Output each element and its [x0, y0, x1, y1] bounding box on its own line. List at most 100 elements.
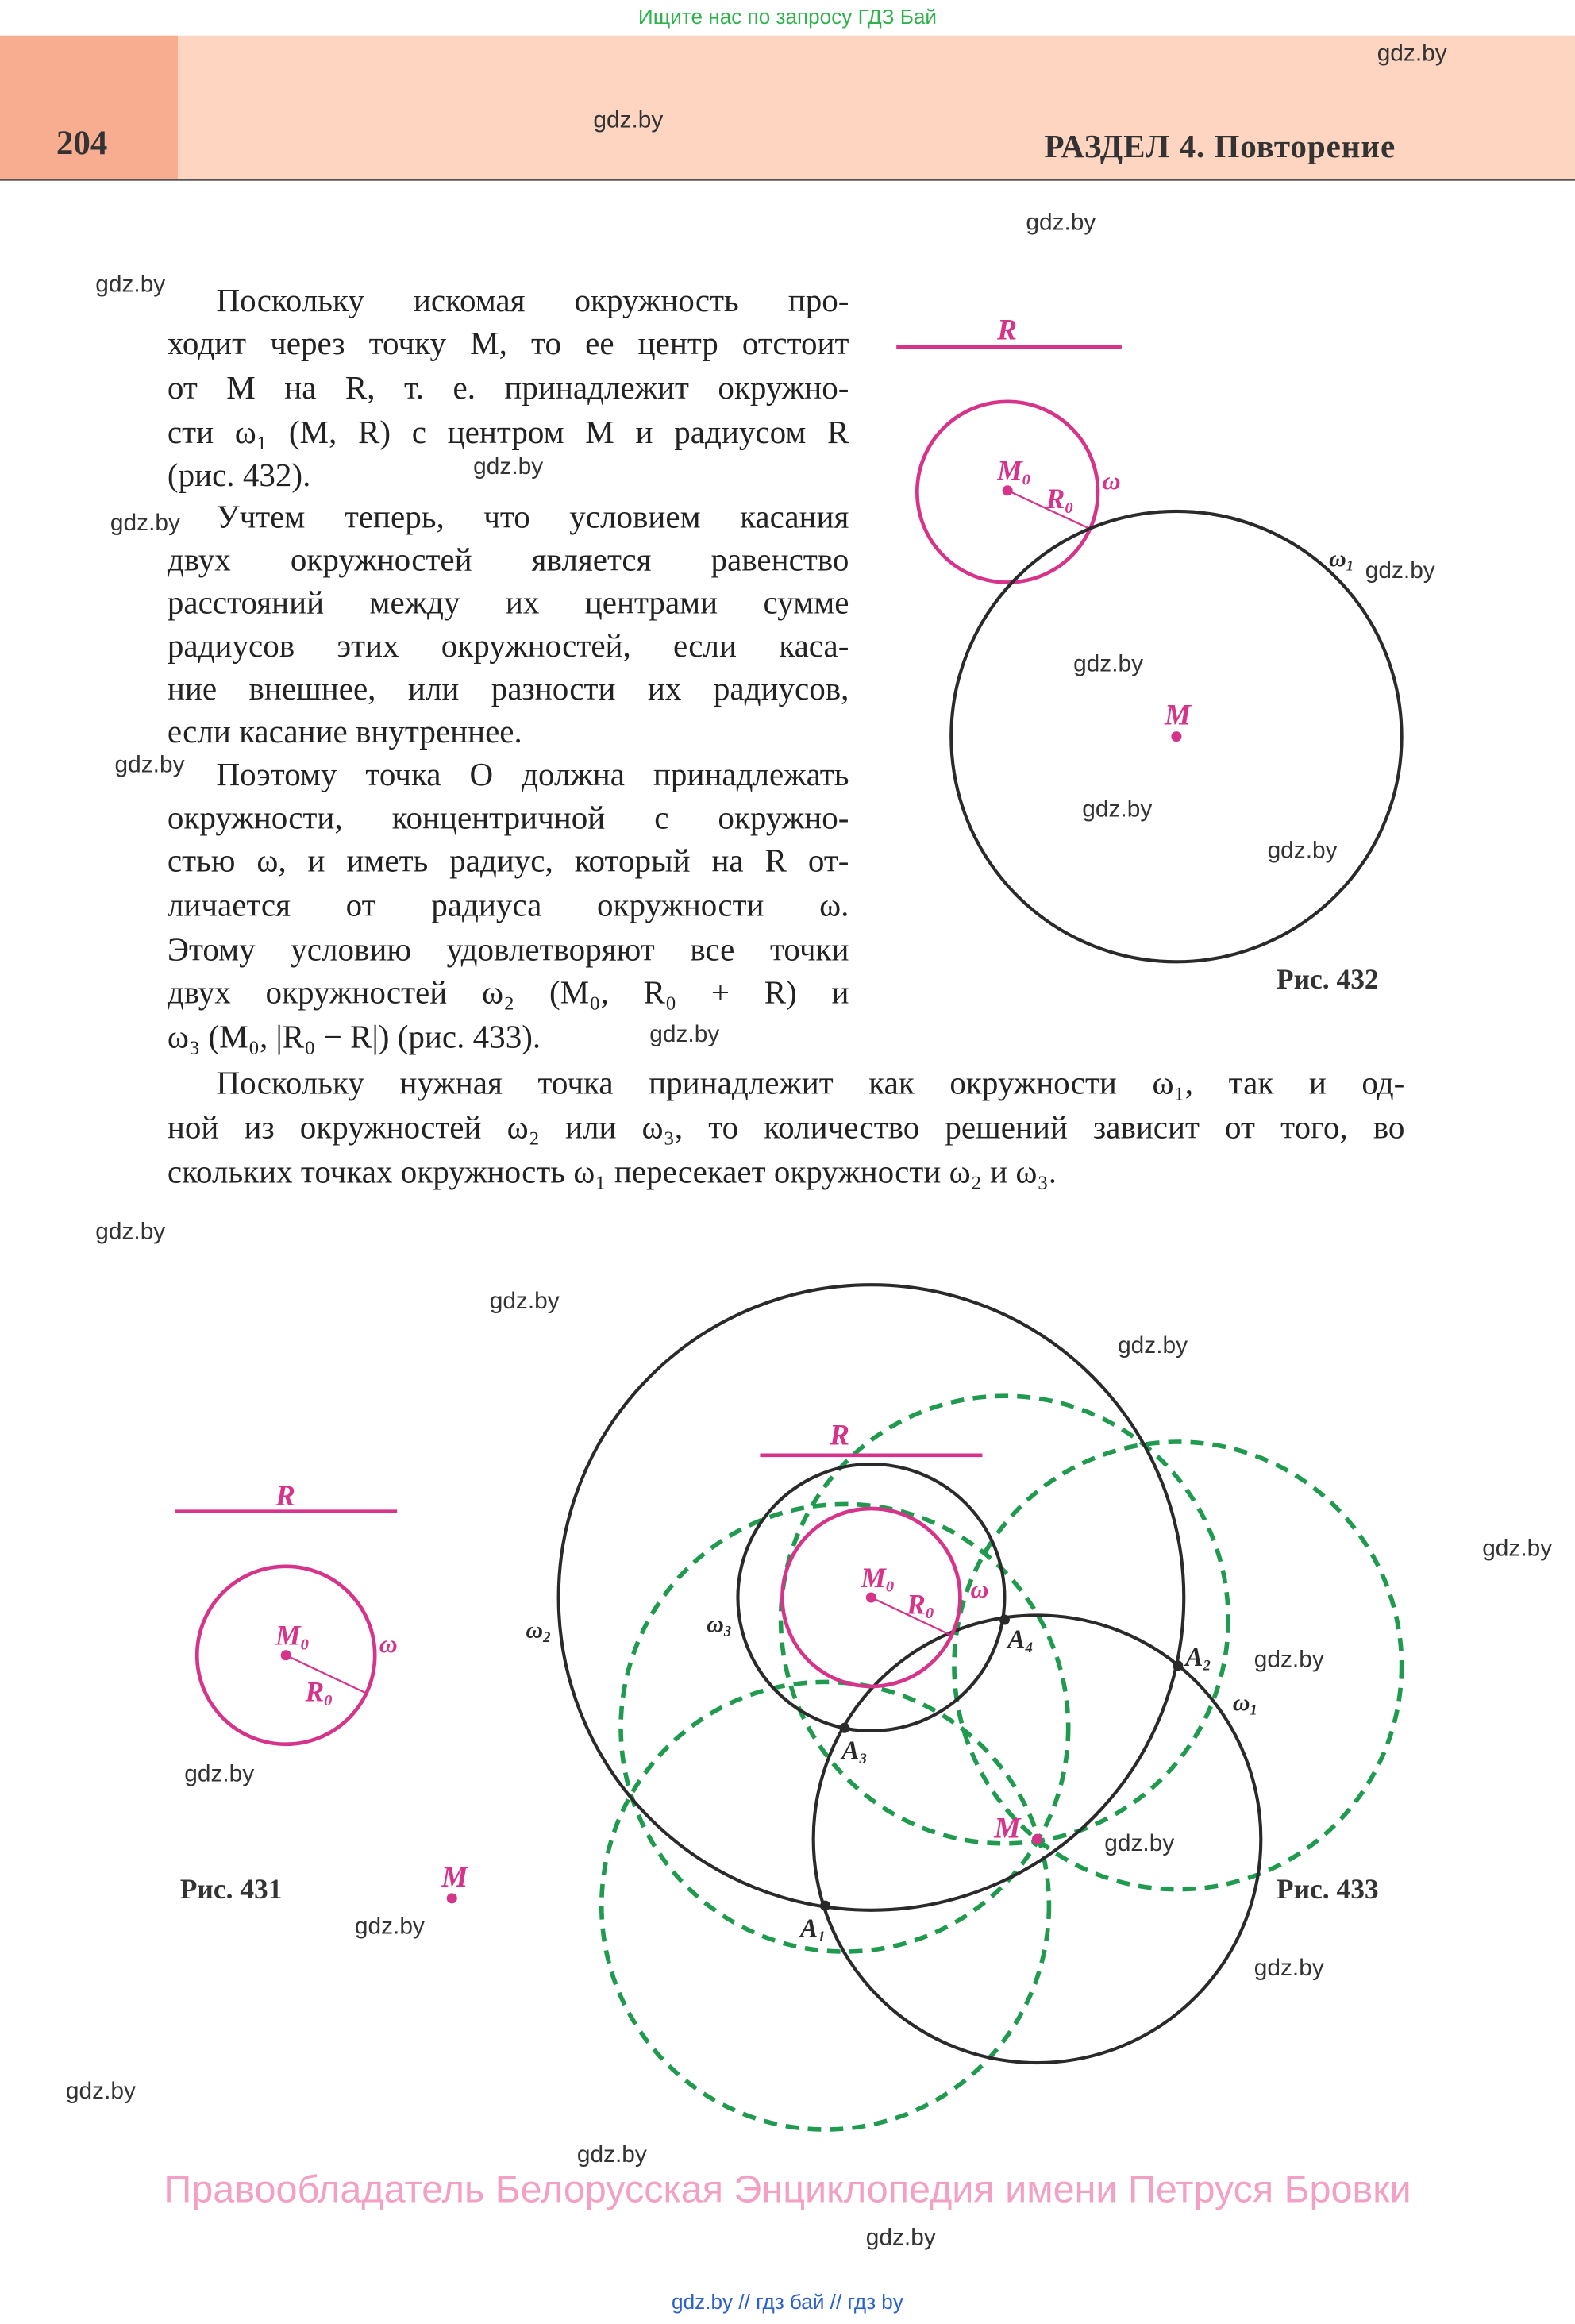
label-M: M — [1164, 700, 1192, 732]
label-M0: M0 — [996, 455, 1030, 489]
label-R0: R0 — [906, 1589, 934, 1623]
point-A3 — [839, 1722, 850, 1733]
text-line: Поскольку искомая окружность про- — [216, 281, 849, 319]
watermark: gdz.by — [354, 1914, 425, 1941]
label-A3: A3 — [840, 1736, 867, 1767]
green-circle-A4 — [778, 1393, 1231, 1846]
label-omega3: ω3 — [707, 1611, 731, 1640]
label-omega: ω — [1103, 467, 1121, 495]
label-R: R — [275, 1480, 295, 1513]
label-A2: A2 — [1184, 1643, 1211, 1675]
watermark: gdz.by — [649, 1022, 720, 1048]
page-number: 204 — [56, 124, 108, 162]
text-line: скольких точках окружность ω₁ пересекает… — [167, 1153, 1057, 1190]
label-R0: R0 — [1046, 483, 1073, 517]
circle-omega — [780, 1506, 962, 1689]
point-A4 — [999, 1614, 1010, 1625]
top-banner[interactable]: Ищите нас по запросу ГДЗ Бай — [637, 4, 938, 29]
circle-omega1 — [949, 509, 1404, 964]
watermark: gdz.by — [184, 1762, 255, 1787]
text-line: радиусов этих окружностей, если каса- — [167, 626, 849, 665]
text-line: ω₃ (M₀, |R₀ − R|) (рис. 433). — [167, 1018, 541, 1055]
label-omega: ω — [970, 1575, 988, 1603]
watermark: gdz.by — [1253, 1648, 1324, 1674]
circle-omega — [194, 1564, 377, 1747]
figure-433: R M0 R0 ω M ω2 ω3 ω1 A1 A2 A3 A4 — [526, 1283, 1404, 2132]
watermark: gdz.by — [1267, 838, 1338, 865]
watermark: gdz.by — [593, 108, 664, 133]
text-line: двух окружностей является равенство — [167, 541, 849, 578]
point-M0 — [280, 1650, 291, 1661]
watermark: gdz.by — [1073, 652, 1144, 677]
page-header — [0, 35, 1575, 181]
radius-R0 — [1007, 489, 1092, 530]
text-line: (рис. 432). — [167, 456, 311, 494]
green-circle-A2 — [952, 1439, 1404, 1892]
point-A2 — [1173, 1660, 1184, 1671]
point-M0 — [1002, 485, 1013, 496]
watermark: gdz.by — [114, 753, 185, 778]
label-M0: M0 — [860, 1562, 894, 1596]
label-R0: R0 — [304, 1676, 332, 1710]
caption-fig-431: Рис. 431 — [179, 1874, 283, 1906]
circle-omega1 — [811, 1613, 1263, 2065]
label-R: R — [996, 314, 1017, 346]
label-R: R — [829, 1420, 849, 1452]
watermark: gdz.by — [95, 272, 166, 299]
caption-fig-433: Рис. 433 — [1276, 1874, 1379, 1906]
text-line: личается от радиуса окружности ω. — [167, 886, 849, 923]
watermark: gdz.by — [110, 511, 180, 537]
text-line: ние внешнее, или разности их радиусов, — [167, 669, 849, 707]
label-omega: ω — [379, 1630, 398, 1658]
point-A1 — [820, 1900, 831, 1911]
label-M: M — [993, 1812, 1022, 1844]
watermark: gdz.by — [1104, 1831, 1175, 1857]
point-M — [1171, 731, 1182, 742]
circle-omega — [915, 399, 1100, 584]
watermark: gdz.by — [1482, 1536, 1553, 1563]
watermark: gdz.by — [1365, 558, 1435, 584]
label-A4: A4 — [1006, 1624, 1033, 1656]
watermark: gdz.by — [576, 2142, 647, 2168]
radius-R0 — [285, 1654, 368, 1695]
watermark: gdz.by — [1026, 210, 1096, 236]
circle-omega3 — [736, 1462, 1007, 1733]
text-line: Поскольку нужная точка принадлежит как о… — [216, 1064, 1405, 1101]
text-line: если касание внутреннее. — [167, 712, 522, 750]
text-line: расстояний между их центрами сумме — [167, 584, 849, 622]
watermark: gdz.by — [65, 2079, 136, 2105]
text-line: от M на R, т. е. принадлежит окружно- — [167, 368, 849, 407]
text-line: Этому условию удовлетворяют все точки — [167, 931, 849, 968]
text-line: стью ω, и иметь радиус, который на R от- — [167, 842, 849, 879]
text-line: Учтем теперь, что условием касания — [216, 498, 849, 535]
watermark: gdz.by — [489, 1289, 560, 1315]
page-number-block — [0, 35, 178, 179]
bottom-links[interactable]: gdz.by // гдз бай // гдз by — [672, 2289, 903, 2314]
point-M — [1031, 1833, 1043, 1844]
section-title: РАЗДЕЛ 4. Повторение — [1044, 127, 1396, 165]
text-line: двух окружностей ω₂ (M₀, R₀ + R) и — [167, 973, 849, 1011]
label-A1: A1 — [799, 1914, 826, 1945]
label-omega1: ω1 — [1233, 1690, 1257, 1719]
label-omega2: ω2 — [526, 1617, 551, 1646]
copyright-footer: Правообладатель Белорусская Энциклопедия… — [164, 2166, 1411, 2211]
watermark: gdz.by — [95, 1220, 166, 1245]
text-line: ходит через точку M, то ее центр отстоит — [167, 324, 849, 362]
green-circle-A1 — [599, 1679, 1052, 2132]
figure-431: R M0 R0 ω M — [175, 1480, 469, 1904]
label-M: M — [441, 1861, 469, 1894]
green-circle-A3 — [618, 1501, 1071, 1954]
text-line: окружности, концентричной с окружно- — [167, 798, 849, 836]
figure-432: R M0 R0 ω ω1 M — [896, 314, 1404, 964]
watermark: gdz.by — [1253, 1956, 1324, 1982]
text-line: Поэтому точка O должна принадлежать — [216, 755, 849, 793]
circle-omega2 — [556, 1283, 1186, 1912]
watermark: gdz.by — [1377, 41, 1447, 67]
label-M0: M0 — [275, 1620, 309, 1654]
text-line: сти ω₁ (M, R) с центром M и радиусом R — [167, 413, 849, 451]
watermark: gdz.by — [473, 454, 544, 480]
watermark: gdz.by — [1118, 1333, 1188, 1359]
point-M — [446, 1893, 457, 1904]
